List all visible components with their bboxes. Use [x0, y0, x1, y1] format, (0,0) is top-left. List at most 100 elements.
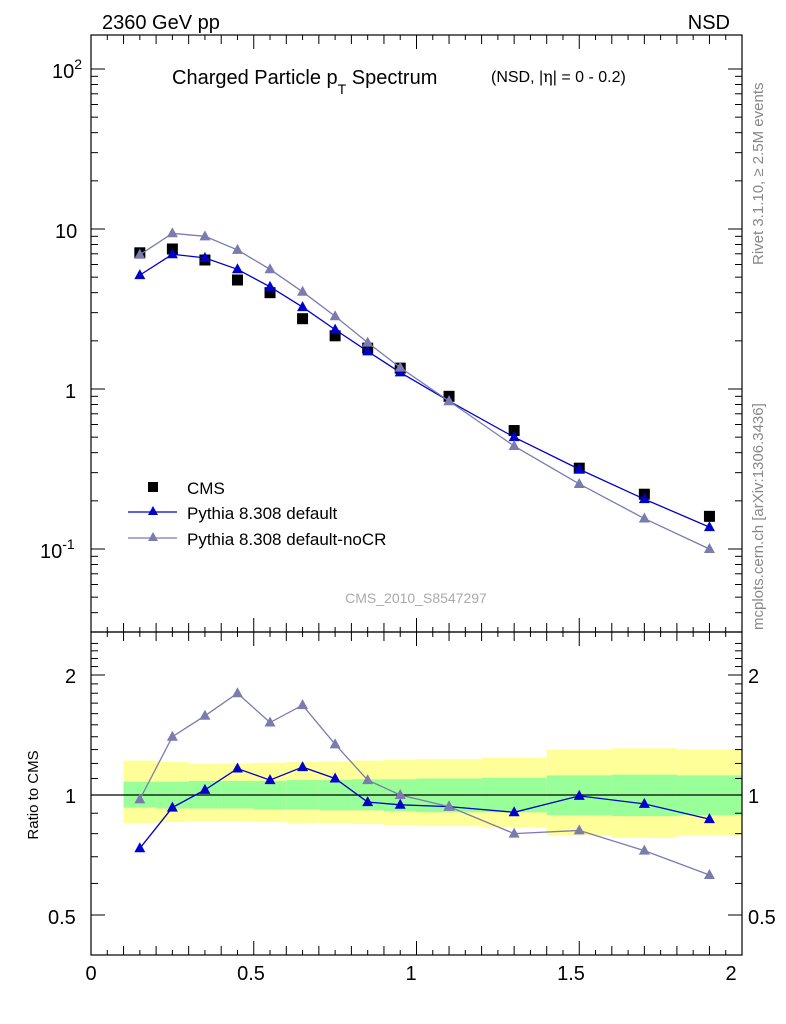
main-series-1-point	[508, 431, 520, 442]
ratio-series-0-point	[199, 783, 211, 794]
ratio-y-tick-2: 2	[65, 666, 76, 688]
ratio-series-line-0	[139, 766, 710, 849]
mcplots-reference-label: mcplots.cern.ch [arXiv:1306.3436]	[750, 403, 767, 630]
ratio-y-tick-right-1: 1	[748, 786, 759, 808]
legend-marker-cms	[148, 482, 158, 492]
rivet-version-label: Rivet 3.1.10, ≥ 2.5M events	[750, 83, 767, 266]
main-series-1-point	[362, 345, 374, 356]
main-series-2-point	[231, 243, 243, 254]
ratio-panel: Ratio to CMS 0.5 1 2 0.5 1 2 0 0.5 1 1.5…	[25, 631, 776, 985]
main-series-2-point	[703, 543, 715, 553]
ratio-series-0-point	[231, 762, 243, 773]
ratio-series-1-point	[573, 824, 585, 835]
header-collision-label: 2360 GeV pp	[102, 12, 220, 34]
main-series-1-point	[199, 251, 211, 262]
ratio-series-1-point	[362, 774, 374, 785]
x-tick-label-2: 2	[725, 963, 736, 985]
main-series-2-point	[394, 361, 406, 372]
x-tick-label-0.5: 0.5	[237, 963, 265, 985]
ratio-series-0-point	[573, 789, 585, 800]
ratio-series-0-point	[362, 796, 374, 807]
ratio-series-0-point	[638, 797, 650, 808]
main-series-1-point	[231, 263, 243, 274]
ratio-series-1-point	[199, 709, 211, 720]
ratio-series-1-point	[329, 738, 341, 749]
ratio-y-tick-right-2: 2	[748, 666, 759, 688]
ratio-series-1-point	[231, 687, 243, 698]
ratio-series-0-point	[394, 798, 406, 809]
x-tick-label-1.5: 1.5	[557, 963, 585, 985]
cms-data-point	[231, 274, 243, 286]
ratio-y-axis-label: Ratio to CMS	[25, 750, 42, 839]
main-series-2-point	[264, 263, 276, 274]
main-series-1-point	[264, 280, 276, 291]
ratio-y-tick-right-0.5: 0.5	[748, 907, 776, 929]
main-panel: 102 10 1 10-1 Charged Particle pT Spectr…	[40, 34, 743, 633]
main-series-2-point	[199, 230, 211, 241]
main-y-tick-labels: 102 10 1 10-1	[40, 56, 82, 563]
legend-label-pythia-default: Pythia 8.308 default	[187, 504, 338, 523]
main-series-1-point	[573, 463, 585, 474]
main-axis-ticks	[90, 35, 743, 632]
main-series-2-point	[508, 440, 520, 451]
analysis-id-watermark: CMS_2010_S8547297	[345, 590, 487, 606]
main-series-1-point	[638, 493, 650, 504]
chart-subtitle: (NSD, |η| = 0 - 0.2)	[491, 67, 626, 86]
x-tick-labels: 0 0.5 1 1.5 2	[85, 963, 736, 985]
ratio-series-1-point	[508, 827, 520, 838]
y-tick-label-0.1: 10-1	[40, 536, 75, 563]
ratio-series-1-point	[443, 800, 455, 811]
main-series-line-2	[139, 232, 710, 550]
chart-title: Charged Particle pT Spectrum	[172, 67, 437, 97]
main-series-1-point	[329, 323, 341, 334]
main-series-2-point	[166, 227, 178, 238]
ratio-series-0-point	[329, 772, 341, 783]
main-series-1-point	[166, 248, 178, 259]
ratio-series-1-point	[166, 730, 178, 741]
ratio-y-tick-1: 1	[65, 786, 76, 808]
cms-data-point	[297, 313, 309, 325]
ratio-series-1-point	[394, 789, 406, 799]
ratio-series-1-point	[638, 844, 650, 855]
ratio-series-line-1	[139, 692, 710, 876]
ratio-series-1-point	[134, 793, 146, 804]
ratio-y-tick-0.5: 0.5	[48, 907, 76, 929]
x-tick-label-0: 0	[85, 963, 96, 985]
cms-data-point	[703, 510, 715, 522]
main-series-1-point	[297, 301, 309, 312]
cms-data-point	[264, 287, 276, 299]
ratio-series-0-point	[166, 801, 178, 812]
ratio-series-0-point	[703, 813, 715, 824]
main-series-2-point	[297, 285, 309, 296]
main-series-2-point	[134, 248, 146, 259]
y-tick-label-10: 10	[55, 221, 77, 243]
legend-label-pythia-nocr: Pythia 8.308 default-noCR	[187, 530, 386, 549]
ratio-axis-ticks	[90, 632, 743, 955]
main-data-marks	[134, 227, 715, 553]
ratio-series-0-point	[508, 806, 520, 817]
ratio-series-0-point	[134, 842, 146, 853]
legend-marker-pythia-nocr	[148, 532, 158, 541]
main-series-2-point	[329, 310, 341, 321]
main-series-1-point	[134, 269, 146, 280]
main-series-1-point	[703, 521, 715, 532]
ratio-uncertainty-bands	[123, 748, 742, 839]
ratio-series-1-point	[703, 868, 715, 879]
main-series-2-point	[573, 477, 585, 488]
y-tick-label-1: 1	[65, 381, 76, 403]
legend-marker-pythia-default	[148, 506, 158, 515]
ratio-data-marks	[134, 687, 715, 879]
cms-data-point	[508, 425, 520, 437]
ratio-y-tick-labels: 0.5 1 2 0.5 1 2	[48, 666, 776, 929]
main-series-2-point	[638, 512, 650, 523]
ratio-series-0-point	[264, 774, 276, 785]
ratio-series-0-point	[297, 761, 309, 772]
header-process-label: NSD	[688, 12, 730, 34]
main-series-line-1	[139, 253, 710, 528]
x-tick-label-1: 1	[405, 963, 416, 985]
main-series-2-point	[443, 395, 455, 406]
ratio-series-1-point	[297, 699, 309, 710]
legend: CMS Pythia 8.308 default Pythia 8.308 de…	[128, 479, 386, 549]
main-series-2-point	[362, 336, 374, 347]
